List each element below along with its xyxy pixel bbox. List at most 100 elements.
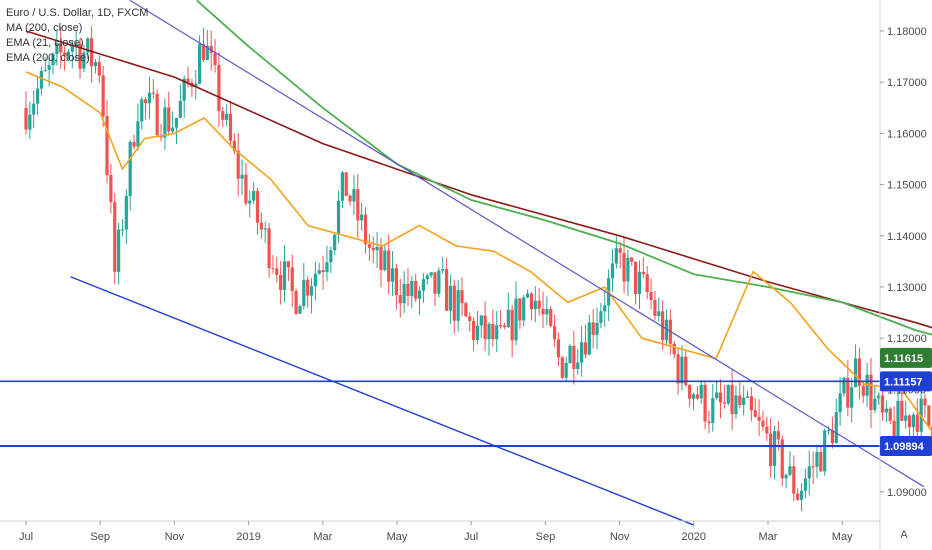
candle-body [113,202,117,272]
candle-body [433,272,437,294]
candle-body [32,103,36,115]
candle-body [286,261,290,268]
lower-channel-line[interactable] [70,276,695,526]
candle-body [55,43,59,55]
time-axis[interactable]: Jul Sep Nov 2019 Mar May Jul Sep Nov 2020 Mar May [19,521,853,543]
resistance-price-label: 1.11157 [880,371,932,392]
candle-body [745,396,750,398]
x-tick-label: Sep [90,531,110,543]
candle-body [89,38,94,67]
legend-ma200[interactable]: MA (200, close) [6,22,83,34]
candle-body [861,385,865,396]
candle-body [529,293,534,310]
candle-body [171,127,175,132]
plot-area[interactable] [0,0,880,521]
legend-ema200[interactable]: EMA (200, close) [6,52,90,64]
descending-trendline[interactable] [129,0,925,488]
candle-body [591,322,595,335]
candle-body [59,43,63,53]
candle-body [70,45,74,52]
candle-body [174,117,179,128]
candle-body [178,100,182,118]
candle-body [734,395,738,415]
candle-body [900,400,904,421]
legend-symbol[interactable]: Euro / U.S. Dollar, 1D, FXCM [6,7,149,19]
series-ema-21-close- [25,71,932,433]
candle-body [182,78,186,101]
candle-body [857,358,862,386]
candle-body [610,263,615,279]
candle-body [884,408,889,413]
candle-body [39,70,44,89]
candle-body [904,415,908,421]
candle-body [622,252,626,282]
candle-body [375,246,379,251]
candle-body [514,298,518,341]
candle-body [634,261,638,295]
candle-body [471,320,476,341]
candle-body [784,474,788,479]
candle-body [834,412,838,444]
y-tick-label: 1.16000 [887,128,927,140]
candle-body [911,414,916,428]
candle-body [437,270,441,294]
candle-body [448,285,453,311]
candle-body [587,322,591,355]
candle-body [880,395,885,413]
candle-body [626,257,630,282]
candle-body [869,374,873,411]
candle-body [390,268,395,282]
candle-body [367,244,371,248]
candle-body [776,431,780,440]
candle-body [464,303,468,317]
candle-body [553,326,557,340]
candle-body [742,397,746,406]
candle-body [225,113,229,120]
candle-body [236,150,240,179]
candle-body [294,290,298,314]
candle-body [664,319,669,341]
candle-body [147,92,152,104]
candle-body [78,43,82,69]
candle-body [201,44,206,60]
legend-ema21[interactable]: EMA (21, close) [6,37,84,49]
candle-body [564,362,568,378]
candle-body [537,300,541,309]
candle-body [761,420,765,427]
candle-body [128,141,132,196]
candle-body [35,88,40,104]
drawings-layer [0,0,925,526]
candle-body [275,268,279,275]
candle-body [456,290,460,321]
candle-body [213,52,217,66]
candle-body [344,172,348,196]
auto-scale-button[interactable]: A [900,529,908,541]
candle-body [680,356,684,384]
candle-body [271,268,275,270]
candle-body [915,414,919,432]
candle-body [846,377,850,408]
y-tick-label: 1.18000 [887,26,927,38]
candle-body [711,398,715,423]
x-tick-label: Mar [313,531,332,543]
candle-body [460,290,464,304]
candle-body [657,311,661,316]
candle-body [684,356,688,385]
candle-body [363,214,368,245]
candle-body [228,113,233,141]
x-tick-label: Jul [19,531,33,543]
candle-body [811,466,815,468]
candle-body [522,297,526,321]
x-tick-label: May [387,531,408,543]
price-labels: 1.11615 1.11157 1.09894 [880,347,932,457]
candle-body [136,121,140,147]
candle-body [873,398,877,411]
candle-body [803,478,807,491]
candle-body [576,362,580,370]
candle-body [155,93,159,135]
candle-body [101,75,105,117]
candle-body [356,189,360,221]
current-price-label: 1.11615 [880,347,932,368]
candle-body [329,250,333,263]
